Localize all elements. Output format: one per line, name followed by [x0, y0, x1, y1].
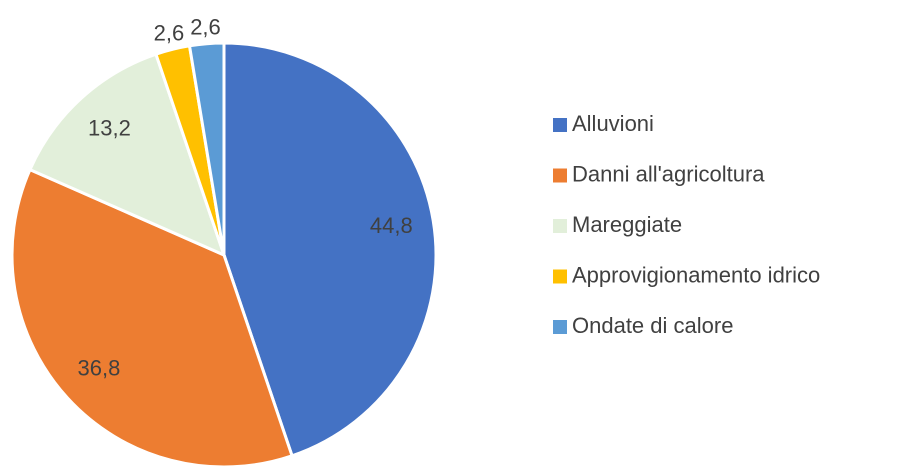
pie-slice [10, 167, 294, 468]
legend-label: Ondate di calore [572, 313, 733, 338]
data-label: 36,8 [78, 355, 121, 380]
legend-label: Alluvioni [572, 111, 654, 136]
legend-label: Danni all'agricoltura [572, 161, 765, 186]
legend-swatch [553, 269, 567, 284]
legend-swatch [553, 219, 567, 233]
data-label: 44,8 [370, 213, 413, 238]
legend-label: Mareggiate [572, 212, 682, 237]
legend-swatch [553, 320, 567, 334]
data-label: 2,6 [190, 15, 221, 40]
legend-label: Approvigionamento idrico [572, 262, 820, 287]
legend-swatch [553, 118, 567, 132]
data-label: 2,6 [154, 21, 185, 46]
pie-slice [222, 41, 438, 458]
legend-swatch [553, 168, 567, 183]
pie-slice [27, 52, 227, 258]
pie-slice [187, 41, 226, 256]
data-label: 13,2 [88, 116, 131, 141]
